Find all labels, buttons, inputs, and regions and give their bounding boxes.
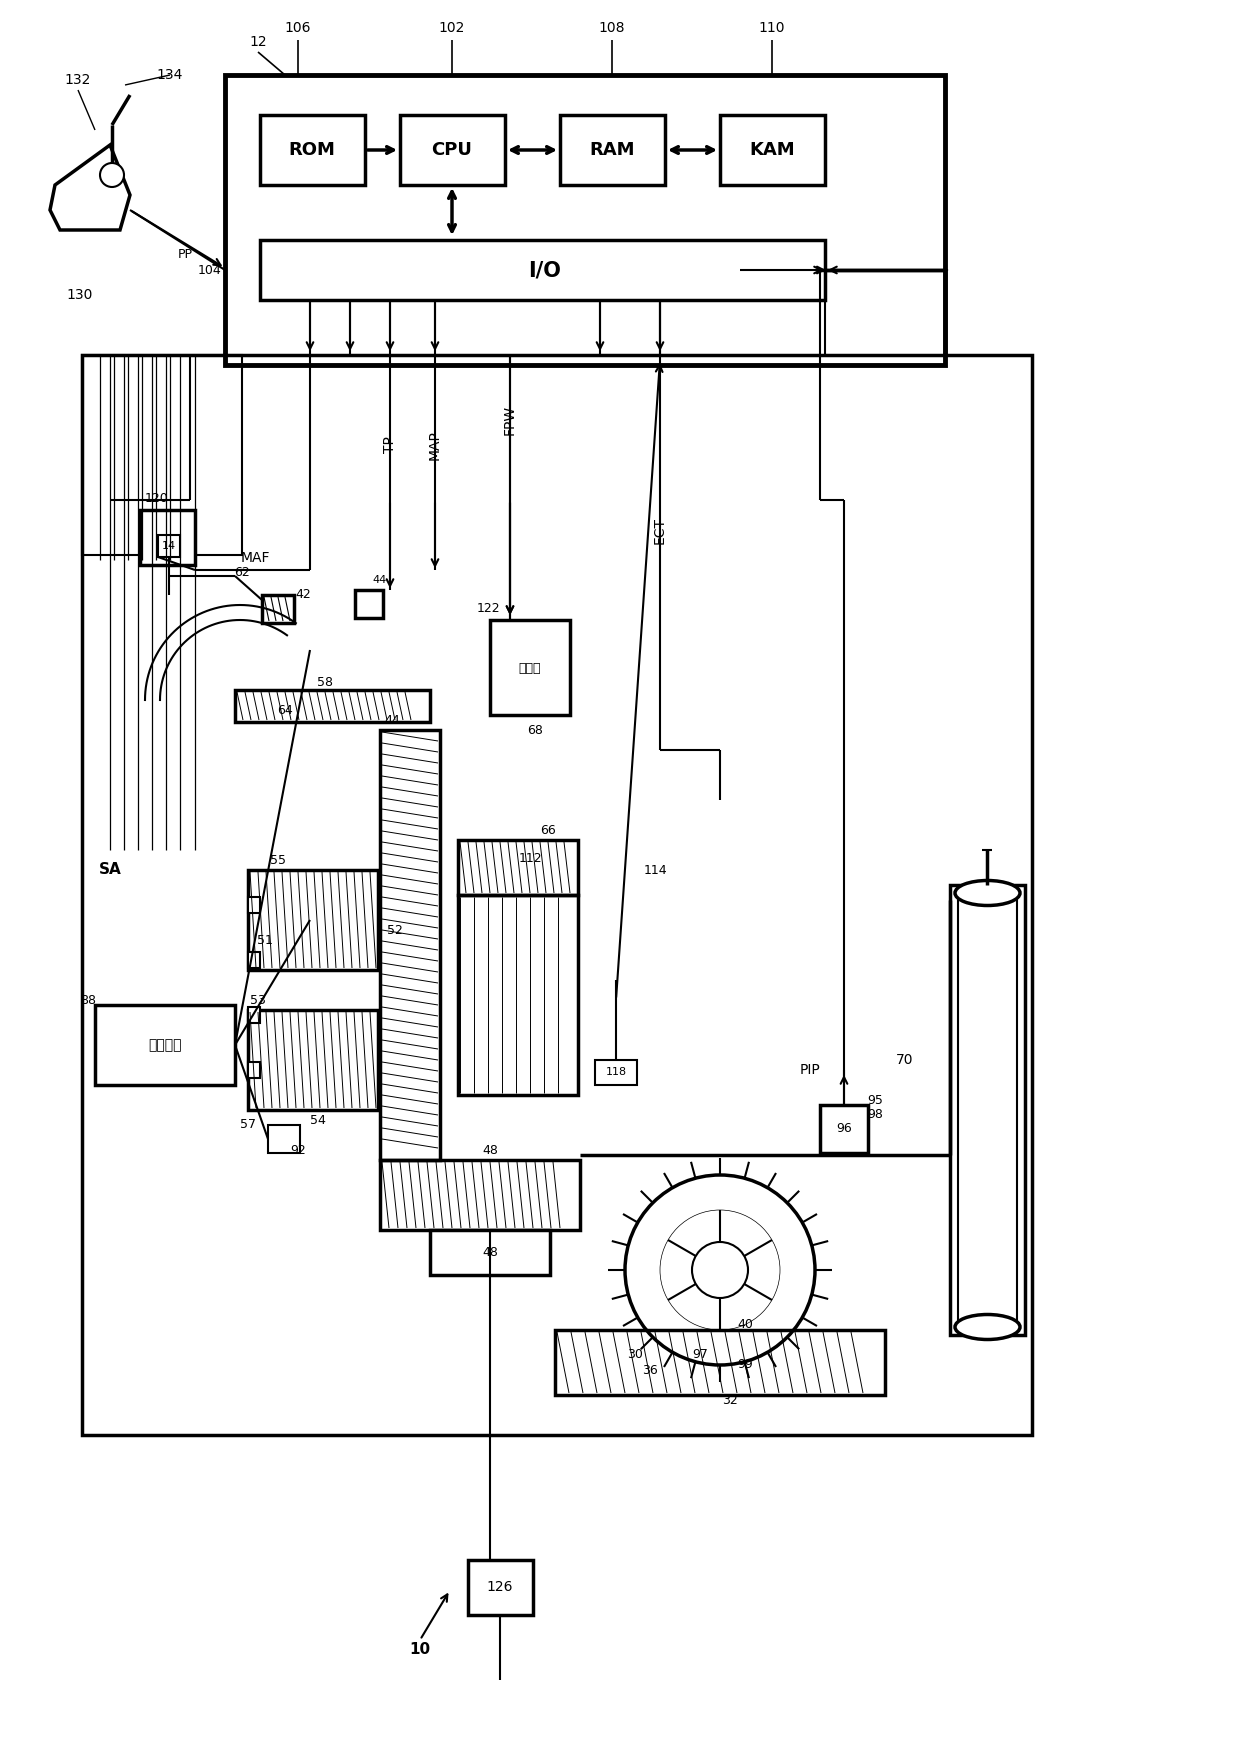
Text: PP: PP <box>177 248 192 262</box>
Bar <box>379 1159 580 1229</box>
Bar <box>248 1062 260 1077</box>
Ellipse shape <box>955 880 1021 906</box>
Text: I/O: I/O <box>528 260 562 279</box>
Bar <box>224 75 945 365</box>
Text: 驱动器: 驱动器 <box>518 662 541 674</box>
Bar <box>401 115 505 185</box>
Text: 108: 108 <box>599 21 625 35</box>
Bar <box>458 896 578 1095</box>
Text: 53: 53 <box>250 993 265 1006</box>
Text: 122: 122 <box>476 602 500 615</box>
Text: SA: SA <box>99 863 122 878</box>
Text: 32: 32 <box>722 1393 738 1407</box>
Text: 57: 57 <box>241 1119 255 1131</box>
Bar <box>595 1060 637 1084</box>
Text: 134: 134 <box>156 68 184 82</box>
Bar <box>379 730 440 1159</box>
Ellipse shape <box>955 1315 1021 1339</box>
Bar <box>950 885 1025 1336</box>
Polygon shape <box>50 145 130 230</box>
Text: 点火系统: 点火系统 <box>149 1039 182 1053</box>
Text: 62: 62 <box>234 566 250 580</box>
Bar <box>720 115 825 185</box>
Text: CPU: CPU <box>432 141 472 159</box>
Text: 66: 66 <box>541 824 556 836</box>
Bar <box>248 897 260 913</box>
Text: KAM: KAM <box>749 141 795 159</box>
Text: 112: 112 <box>518 852 542 864</box>
Text: ROM: ROM <box>289 141 336 159</box>
Bar <box>560 115 665 185</box>
Bar <box>248 952 260 967</box>
Bar <box>236 690 430 723</box>
Bar <box>140 510 195 566</box>
Text: 44: 44 <box>384 714 399 726</box>
Text: 10: 10 <box>409 1643 430 1657</box>
Text: 132: 132 <box>64 73 92 87</box>
Text: 96: 96 <box>836 1123 852 1135</box>
Text: 88: 88 <box>81 993 95 1006</box>
Text: 99: 99 <box>737 1358 753 1372</box>
Bar <box>268 1124 300 1152</box>
Bar <box>82 354 1032 1435</box>
Text: PIP: PIP <box>800 1063 821 1077</box>
Text: 120: 120 <box>145 492 169 505</box>
Bar <box>248 1009 378 1110</box>
Bar <box>95 1006 236 1084</box>
Text: TP: TP <box>383 436 397 454</box>
Text: 44: 44 <box>373 574 387 585</box>
Bar <box>260 115 365 185</box>
Text: 42: 42 <box>295 588 311 602</box>
Text: 54: 54 <box>310 1114 326 1126</box>
Bar <box>467 1559 533 1615</box>
Text: 12: 12 <box>249 35 267 49</box>
Text: 40: 40 <box>737 1318 753 1332</box>
Text: 114: 114 <box>644 864 667 876</box>
Text: 52: 52 <box>387 924 403 936</box>
Text: 55: 55 <box>270 854 286 866</box>
Circle shape <box>692 1241 748 1297</box>
Text: 64: 64 <box>277 704 293 716</box>
Circle shape <box>625 1175 815 1365</box>
Text: MAF: MAF <box>241 552 270 566</box>
Bar <box>157 534 180 557</box>
Text: 48: 48 <box>482 1144 498 1156</box>
Text: FPW: FPW <box>503 405 517 435</box>
Text: 97: 97 <box>692 1348 708 1362</box>
Bar <box>355 590 383 618</box>
Text: 36: 36 <box>642 1364 658 1376</box>
Bar <box>260 239 825 300</box>
Text: 70: 70 <box>897 1053 914 1067</box>
Bar <box>556 1330 885 1395</box>
Bar <box>82 354 242 555</box>
Text: 95: 95 <box>867 1093 883 1107</box>
Bar <box>248 1007 260 1023</box>
Text: 102: 102 <box>439 21 465 35</box>
Text: 68: 68 <box>527 723 543 737</box>
Bar <box>262 595 294 623</box>
Text: ECT: ECT <box>653 517 667 543</box>
Text: 58: 58 <box>317 676 334 688</box>
Bar <box>490 620 570 716</box>
Text: 51: 51 <box>257 934 273 946</box>
Text: 30: 30 <box>627 1348 642 1362</box>
Bar <box>248 870 378 971</box>
Text: 110: 110 <box>759 21 785 35</box>
Text: 14: 14 <box>162 541 176 552</box>
Text: 118: 118 <box>605 1067 626 1077</box>
Text: 126: 126 <box>487 1580 513 1594</box>
Bar <box>959 899 1017 1320</box>
Bar <box>820 1105 868 1152</box>
Text: 130: 130 <box>67 288 93 302</box>
Bar <box>430 1229 551 1275</box>
Text: 98: 98 <box>867 1109 883 1121</box>
Text: 48: 48 <box>482 1247 498 1259</box>
Text: 106: 106 <box>285 21 311 35</box>
Circle shape <box>100 162 124 187</box>
Text: RAM: RAM <box>589 141 635 159</box>
Text: MAP: MAP <box>428 430 441 459</box>
Text: 92: 92 <box>290 1144 306 1156</box>
Text: 104: 104 <box>198 264 222 276</box>
Bar <box>458 840 578 896</box>
